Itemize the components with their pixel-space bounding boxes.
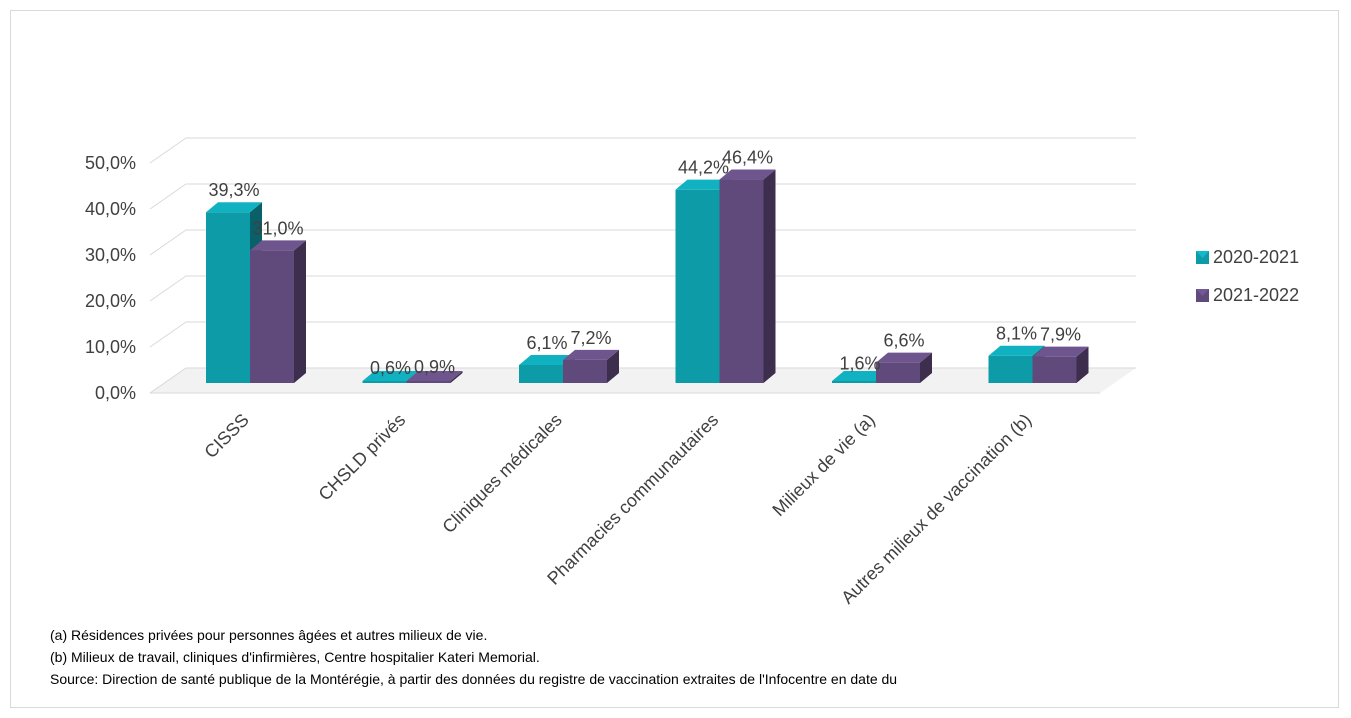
source-note: Source: Direction de santé publique de l… (50, 671, 898, 687)
bar (250, 240, 306, 383)
bar-front (675, 189, 720, 383)
bar-side (450, 371, 463, 383)
y-tick-label: 10,0% (85, 337, 136, 357)
gridline-depth (149, 367, 187, 394)
bar-top (876, 352, 932, 363)
y-tick-label: 0,0% (95, 383, 136, 403)
gridline-depth (149, 321, 187, 348)
bar-side (1076, 346, 1089, 383)
bar-top (988, 345, 1045, 356)
bar-front (563, 359, 607, 383)
bar-top (250, 240, 306, 251)
y-tick-label: 30,0% (85, 245, 136, 265)
data-label: 39,3% (208, 180, 259, 200)
gridline-depth (149, 275, 187, 302)
bar-front (519, 364, 563, 383)
gridlines (149, 137, 1136, 394)
y-axis-ticks: 0,0% 10,0% 20,0% 30,0% 40,0% 50,0% (85, 153, 136, 403)
bar-side (294, 240, 306, 383)
bars (206, 169, 1089, 383)
data-labels: 39,3% 31,0% 0,6% 0,9% 6,1% 7,2% 44,2%46,4% 1,6%… (208, 148, 1081, 379)
bar-side (763, 169, 776, 383)
bar-front (362, 381, 407, 383)
data-label: 0,9% (414, 357, 455, 377)
x-tick-label: Autres milieux de vaccination (b) (837, 410, 1035, 608)
data-label: 7,9% (1040, 325, 1081, 345)
footnotes: (a) Résidences privées pour personnes âg… (50, 624, 1310, 690)
legend: 2020-2021 2021-2022 (1196, 247, 1299, 305)
legend-swatch-highlight (1196, 251, 1209, 258)
bar-side (920, 352, 932, 383)
bar-side (607, 349, 619, 383)
y-tick-label: 50,0% (85, 153, 136, 173)
data-label: 46,4% (722, 148, 773, 168)
bar-front (988, 355, 1033, 383)
x-tick-label: Pharmacies communautaires (543, 410, 722, 589)
data-label: 31,0% (252, 218, 303, 238)
gridline-depth (149, 137, 187, 164)
bar-front (206, 212, 250, 383)
bar-top (563, 349, 619, 360)
bar (406, 371, 463, 383)
legend-item: 2020-2021 (1196, 247, 1299, 267)
y-tick-label: 20,0% (85, 291, 136, 311)
gridline-depth (149, 229, 187, 256)
footnote-a: (a) Résidences privées pour personnes âg… (50, 627, 488, 643)
bar-top (675, 179, 732, 190)
bar-top (519, 354, 575, 365)
data-label: 6,6% (883, 331, 924, 351)
gridline-depth (149, 183, 187, 210)
bar-front (406, 381, 451, 383)
x-tick-label: Milieux de vie (a) (768, 410, 878, 520)
bar-front (832, 381, 876, 383)
data-label: 0,6% (370, 358, 411, 378)
bar-front (1032, 356, 1077, 383)
bar-top (206, 202, 262, 213)
x-tick-label: Cliniques médicales (438, 410, 565, 537)
legend-swatch-highlight (1196, 289, 1209, 296)
bar-top (362, 371, 419, 381)
x-tick-label: CHSLD privés (315, 410, 410, 505)
data-label: 6,1% (526, 333, 567, 353)
bar (1032, 346, 1089, 383)
y-tick-label: 40,0% (85, 199, 136, 219)
x-tick-label: CISSS (200, 410, 252, 462)
bar-top (1032, 346, 1089, 357)
bar-front (250, 250, 294, 383)
bar-front (876, 362, 920, 383)
bar-top (832, 371, 888, 381)
bar-front (719, 179, 764, 383)
legend-label: 2021-2022 (1213, 285, 1299, 305)
data-label: 8,1% (996, 324, 1037, 344)
legend-label: 2020-2021 (1213, 247, 1299, 267)
x-axis-ticks: CISSS CHSLD privés Cliniques médicalesPhar… (200, 410, 1035, 608)
data-label: 1,6% (839, 354, 880, 374)
legend-item: 2021-2022 (1196, 285, 1299, 305)
bar-top (406, 371, 463, 381)
data-label: 7,2% (570, 328, 611, 348)
bar (563, 349, 619, 383)
data-label: 44,2% (678, 158, 729, 178)
bar (876, 352, 932, 383)
footnote-b: (b) Milieux de travail, cliniques d'infi… (50, 649, 540, 665)
bar (719, 169, 776, 383)
bar-top (719, 169, 776, 180)
